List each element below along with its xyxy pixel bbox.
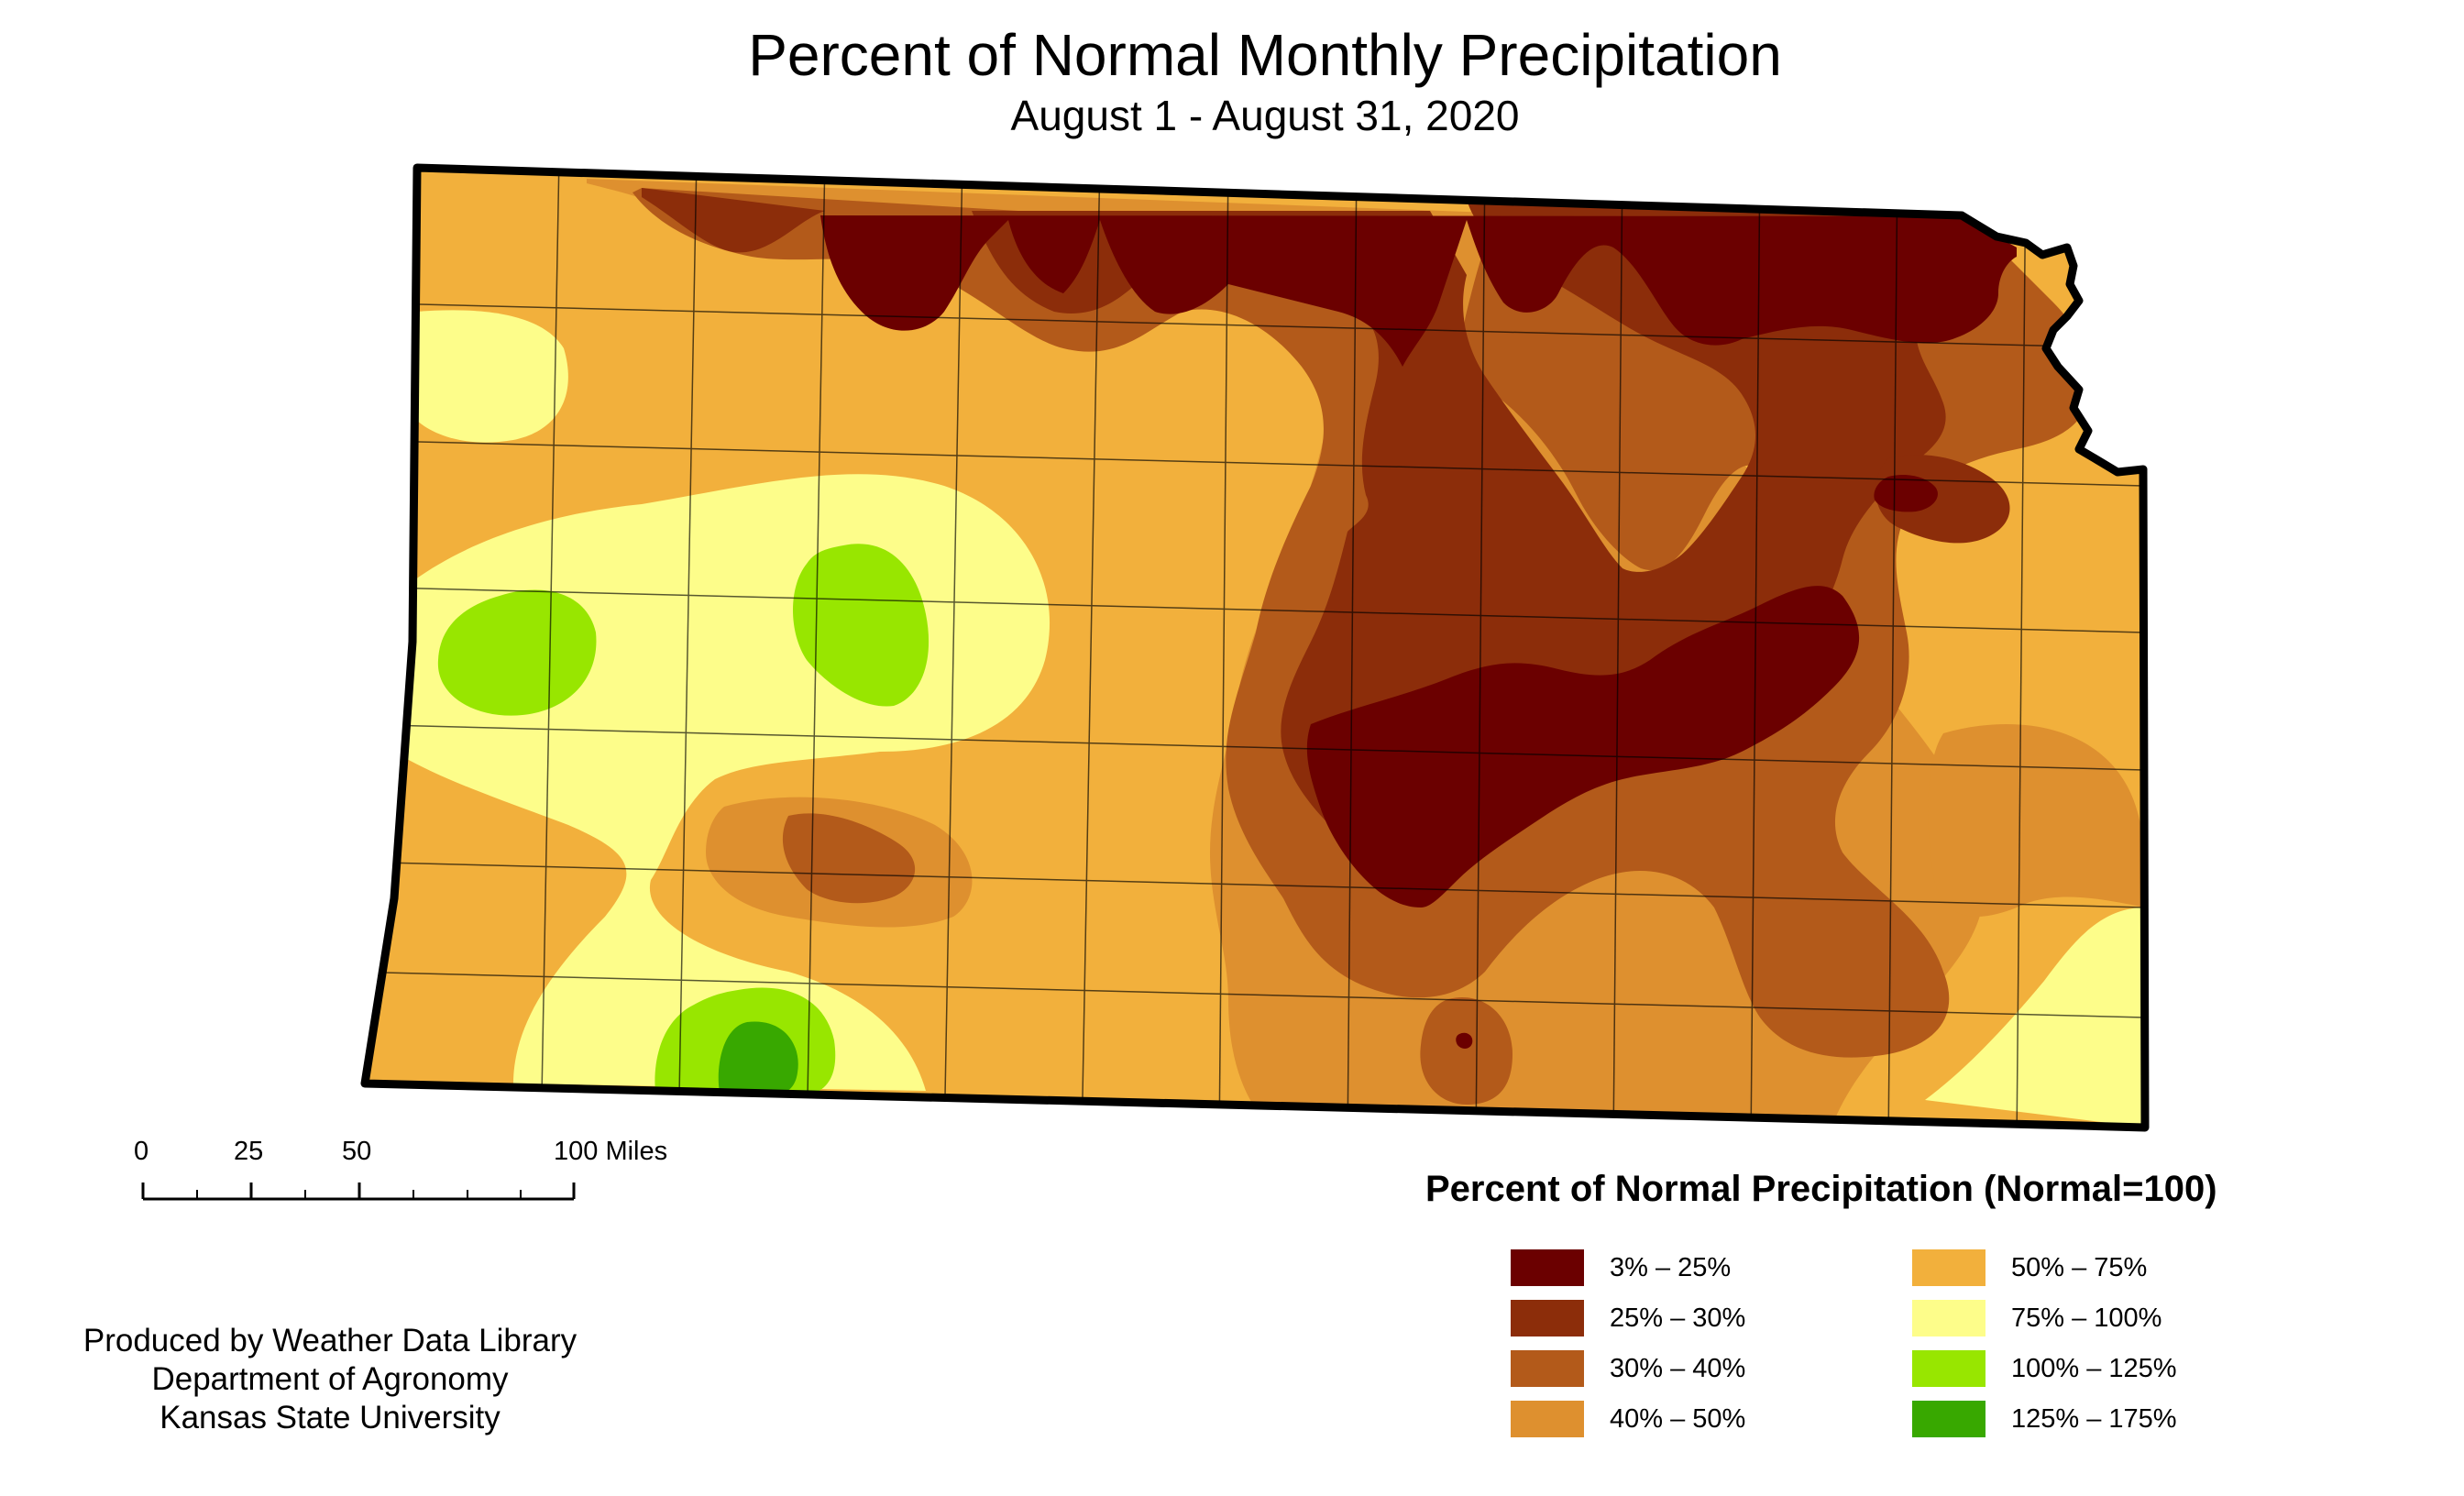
- legend-item-75-100: 75% – 100%: [1912, 1300, 2162, 1336]
- legend-label: 50% – 75%: [2011, 1252, 2148, 1282]
- legend-swatch: [1912, 1300, 1986, 1336]
- county-lines: [365, 168, 2145, 1128]
- zone-3-25-north: [820, 215, 2017, 367]
- scale-tick-100: 100 Miles: [554, 1137, 668, 1166]
- scale-tick-25: 25: [234, 1137, 264, 1166]
- legend-label: 3% – 25%: [1610, 1252, 1732, 1282]
- map-title: Percent of Normal Monthly Precipitation: [748, 22, 1782, 88]
- legend-swatch: [1511, 1300, 1584, 1336]
- legend-title: Percent of Normal Precipitation (Normal=…: [1425, 1169, 2217, 1209]
- zone-3-25-se-spot: [1874, 475, 1938, 512]
- legend-item-100-125: 100% – 125%: [1912, 1350, 2177, 1387]
- zone-25-30-north: [642, 188, 825, 253]
- legend-label: 100% – 125%: [2011, 1353, 2177, 1383]
- legend-label: 125% – 175%: [2011, 1403, 2177, 1434]
- map-subtitle: August 1 - August 31, 2020: [1010, 92, 1520, 139]
- legend-swatch: [1912, 1401, 1986, 1437]
- credit-line-1: Produced by Weather Data Library: [82, 1323, 578, 1358]
- zone-25-30-central: [972, 200, 1998, 883]
- legend-item-40-50: 40% – 50%: [1511, 1401, 1745, 1437]
- zone-125-175-south: [718, 1021, 798, 1094]
- scale-bar: 0 25 50 100 Miles: [134, 1137, 667, 1219]
- zone-75-100-nw: [403, 310, 568, 443]
- legend-swatch: [1511, 1249, 1584, 1286]
- zone-75-100-se: [1925, 908, 2145, 1128]
- zone-30-40-sw-island: [782, 813, 916, 904]
- legend: 3% – 25% 25% – 30% 30% – 40% 40% – 50% 5…: [1511, 1249, 2262, 1469]
- precipitation-zones: [365, 168, 2145, 1128]
- zone-100-125-center: [793, 544, 930, 707]
- legend-label: 25% – 30%: [1610, 1303, 1746, 1333]
- credit-line-2: Department of Agronomy: [151, 1361, 509, 1397]
- credit-line-3: Kansas State University: [160, 1400, 500, 1436]
- zone-40-50-se-valley: [1928, 724, 2145, 917]
- legend-label: 40% – 50%: [1610, 1403, 1746, 1434]
- legend-swatch: [1912, 1249, 1986, 1286]
- legend-item-25-30: 25% – 30%: [1511, 1300, 1745, 1336]
- credit-block: Produced by Weather Data Library Departm…: [55, 1322, 605, 1437]
- legend-swatch: [1511, 1401, 1584, 1437]
- scale-tick-50: 50: [342, 1137, 372, 1166]
- legend-item-30-40: 30% – 40%: [1511, 1350, 1745, 1387]
- zone-3-25-central-band: [1306, 586, 1860, 908]
- zone-30-40-south-spot: [1420, 997, 1512, 1105]
- legend-swatch: [1511, 1350, 1584, 1387]
- legend-label: 30% – 40%: [1610, 1353, 1746, 1383]
- zone-100-125-west: [437, 589, 597, 716]
- legend-item-125-175: 125% – 175%: [1912, 1401, 2177, 1437]
- legend-swatch: [1912, 1350, 1986, 1387]
- kansas-border: [360, 163, 2150, 1132]
- zone-3-25-south-dot: [1456, 1032, 1473, 1049]
- scale-tick-0: 0: [134, 1137, 149, 1166]
- legend-item-3-25: 3% – 25%: [1511, 1249, 1731, 1286]
- legend-label: 75% – 100%: [2011, 1303, 2162, 1333]
- legend-item-50-75: 50% – 75%: [1912, 1249, 2147, 1286]
